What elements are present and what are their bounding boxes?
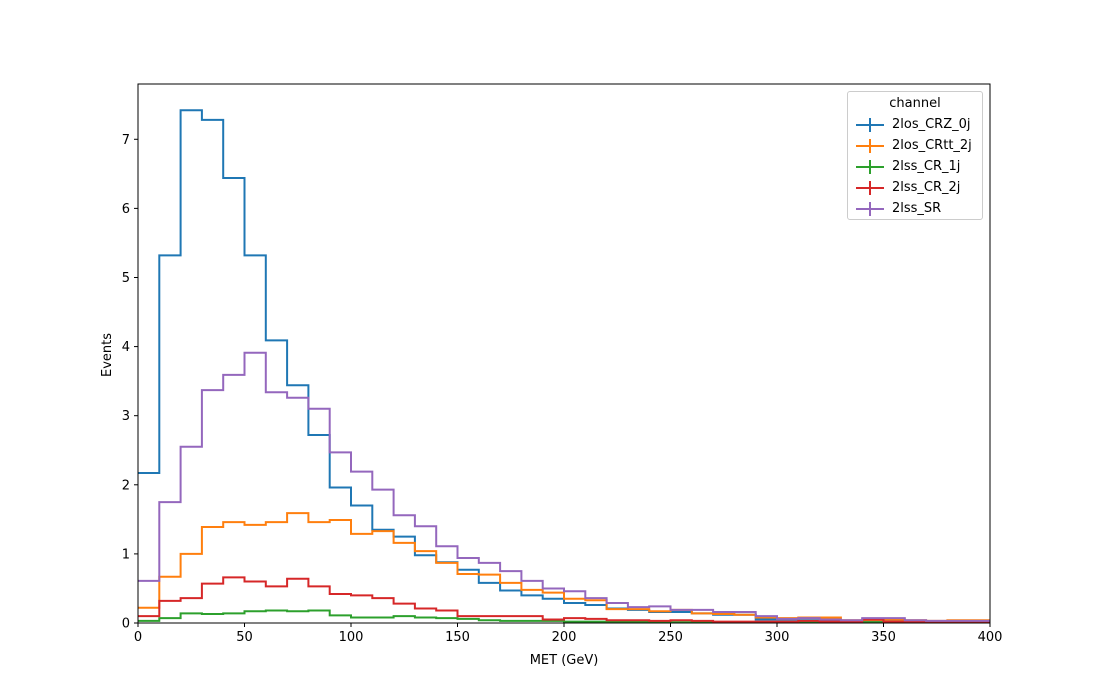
legend-item: 2lss_SR — [856, 200, 980, 218]
x-axis-label: MET (GeV) — [530, 653, 599, 668]
y-tick-label: 0 — [122, 617, 130, 632]
legend-swatch — [856, 201, 884, 217]
y-tick-label: 4 — [122, 340, 130, 355]
legend-label: 2lss_SR — [892, 201, 942, 216]
legend-swatch — [856, 180, 884, 196]
y-tick-label: 2 — [122, 478, 130, 493]
legend-item: 2los_CRtt_2j — [856, 137, 980, 155]
y-tick-label: 6 — [122, 202, 130, 217]
legend-label: 2lss_CR_2j — [892, 180, 961, 195]
x-tick-label: 200 — [552, 630, 577, 645]
legend-swatch — [856, 138, 884, 154]
x-tick-label: 250 — [658, 630, 683, 645]
y-axis-label: Events — [100, 333, 115, 377]
legend-item: 2lss_CR_1j — [856, 158, 980, 176]
y-tick-label: 1 — [122, 547, 130, 562]
legend-swatch — [856, 117, 884, 133]
series-line-2lss_CR_2j — [138, 576, 990, 624]
legend-item: 2los_CRZ_0j — [856, 116, 980, 134]
y-axis-ticks: 0 1 2 3 4 5 6 7 — [122, 133, 138, 632]
y-tick-label: 3 — [122, 409, 130, 424]
legend-label: 2lss_CR_1j — [892, 159, 961, 174]
legend-title: channel — [889, 96, 941, 111]
legend-label: 2los_CRtt_2j — [892, 138, 972, 153]
legend-item: 2lss_CR_2j — [856, 179, 980, 197]
legend-label: 2los_CRZ_0j — [892, 117, 971, 132]
x-tick-label: 100 — [339, 630, 364, 645]
x-tick-label: 0 — [134, 630, 142, 645]
legend: channel 2los_CRZ_0j 2los_CRtt_2j 2lss_CR_1… — [847, 91, 983, 220]
legend-swatch — [856, 159, 884, 175]
x-tick-label: 400 — [978, 630, 1003, 645]
x-tick-label: 150 — [445, 630, 470, 645]
x-tick-label: 300 — [765, 630, 790, 645]
x-tick-label: 50 — [236, 630, 253, 645]
series-layer — [138, 109, 990, 624]
series-line-2lss_SR — [138, 351, 990, 622]
y-tick-label: 7 — [122, 133, 130, 148]
x-tick-label: 350 — [871, 630, 896, 645]
y-tick-label: 5 — [122, 271, 130, 286]
series-line-2los_CRtt_2j — [138, 512, 990, 622]
x-axis-ticks: 0 50 100 150 200 250 300 350 400 — [134, 623, 1003, 645]
